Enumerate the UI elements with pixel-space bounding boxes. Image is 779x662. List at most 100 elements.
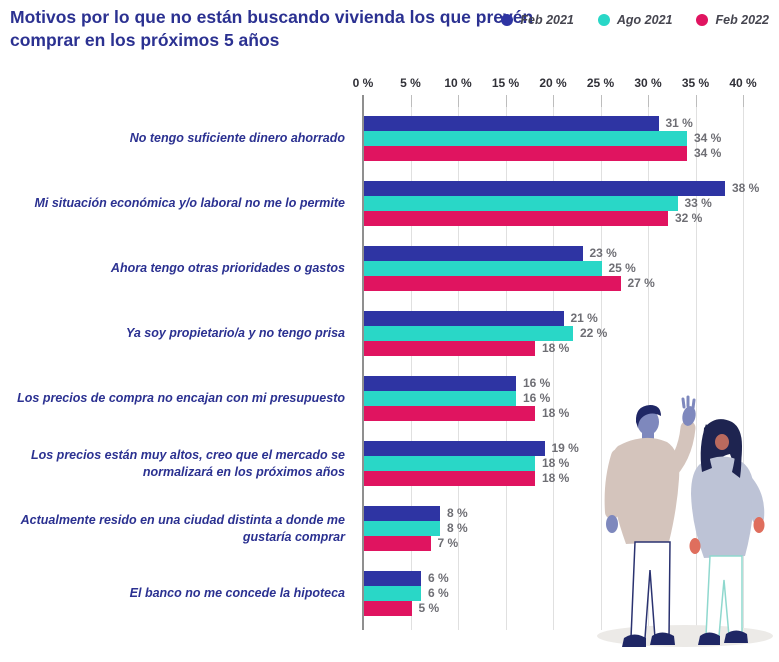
legend-item: Feb 2022 bbox=[696, 13, 769, 27]
legend-label: Feb 2022 bbox=[715, 13, 769, 27]
value-label: 16 % bbox=[523, 376, 551, 390]
category-label: Ya soy propietario/a y no tengo prisa bbox=[125, 326, 345, 341]
bar-feb-2022: 34 % bbox=[364, 146, 721, 161]
people-illustration bbox=[597, 395, 773, 647]
legend: Feb 2021 Ago 2021 Feb 2022 bbox=[501, 13, 769, 27]
gridline bbox=[695, 95, 697, 630]
bar-feb-2022: 18 % bbox=[364, 471, 569, 486]
bar-feb-2021: 19 % bbox=[364, 441, 579, 456]
legend-item: Ago 2021 bbox=[597, 13, 673, 27]
bar-feb-2021: 23 % bbox=[364, 246, 617, 261]
axis-tick-label: 10 % bbox=[444, 76, 472, 90]
axis-tick-label: 20 % bbox=[539, 76, 567, 90]
page-title: Motivos por lo que no están buscando viv… bbox=[10, 7, 534, 51]
bar-feb-2021: 16 % bbox=[364, 376, 550, 391]
legend-dot bbox=[501, 14, 514, 26]
man-shoe-left bbox=[622, 634, 646, 647]
bar-feb-2022: 32 % bbox=[364, 211, 702, 226]
axis-tick-label: 5 % bbox=[400, 76, 421, 90]
bar-ago-2021: 16 % bbox=[364, 391, 550, 406]
axis-tick-label: 30 % bbox=[634, 76, 662, 90]
axis-tick-label: 25 % bbox=[586, 76, 615, 90]
man-hand-down bbox=[606, 515, 618, 533]
value-label: 21 % bbox=[570, 311, 598, 325]
axis-tick bbox=[410, 95, 412, 107]
category-label: No tengo suficiente dinero ahorrado bbox=[129, 131, 345, 146]
category-label: Actualmente resido en una ciudad distint… bbox=[20, 513, 345, 544]
bar-feb-2021: 6 % bbox=[364, 571, 449, 586]
legend-dot bbox=[696, 14, 709, 26]
bar-feb-2022: 27 % bbox=[364, 276, 655, 291]
value-label: 23 % bbox=[589, 246, 617, 260]
value-label: 32 % bbox=[675, 211, 703, 225]
gridline bbox=[743, 95, 744, 630]
value-label: 19 % bbox=[551, 441, 579, 455]
woman-shoe-right bbox=[724, 630, 748, 643]
bar-ago-2021: 18 % bbox=[364, 456, 569, 471]
axis-tick bbox=[695, 95, 697, 107]
bar-feb-2022: 7 % bbox=[364, 536, 458, 551]
axis-tick bbox=[553, 95, 554, 107]
man-shoe-right bbox=[650, 632, 675, 645]
woman-face bbox=[715, 434, 729, 450]
axis-tick bbox=[600, 95, 602, 107]
axis-tick-label: 0 % bbox=[352, 76, 374, 90]
man-pants bbox=[630, 541, 671, 639]
woman-hand-left bbox=[689, 538, 701, 554]
woman-hand-right bbox=[753, 517, 765, 533]
category-label: Mi situación económica y/o laboral no me… bbox=[34, 196, 346, 211]
value-label: 6 % bbox=[428, 586, 449, 600]
bar-feb-2022: 5 % bbox=[364, 601, 439, 616]
category-label: Los precios están muy altos, creo que el… bbox=[30, 448, 345, 479]
bar-ago-2021: 6 % bbox=[364, 586, 449, 601]
axis-tick bbox=[648, 95, 649, 107]
woman-pants bbox=[705, 555, 743, 637]
legend-label: Ago 2021 bbox=[616, 13, 673, 27]
gridline bbox=[648, 95, 649, 630]
woman-figure bbox=[689, 419, 765, 645]
value-label: 22 % bbox=[580, 326, 608, 340]
man-hand-raised bbox=[681, 395, 696, 426]
bar-ago-2021: 25 % bbox=[364, 261, 636, 276]
category-label: El banco no me concede la hipoteca bbox=[129, 586, 345, 601]
man-figure bbox=[604, 395, 696, 647]
gridline bbox=[600, 95, 602, 630]
axis-tick bbox=[458, 95, 459, 107]
axis-tick-label: 15 % bbox=[491, 76, 520, 90]
bar-ago-2021: 33 % bbox=[364, 196, 712, 211]
bar-ago-2021: 8 % bbox=[364, 521, 468, 536]
category-label: Los precios de compra no encajan con mi … bbox=[17, 391, 345, 406]
value-label: 33 % bbox=[684, 196, 712, 210]
legend-dot bbox=[597, 14, 610, 26]
value-label: 34 % bbox=[694, 131, 722, 145]
gridline bbox=[505, 95, 507, 630]
bar-feb-2022: 18 % bbox=[364, 406, 569, 421]
bar-feb-2021: 38 % bbox=[364, 181, 759, 196]
woman-shoe-left bbox=[698, 632, 720, 645]
man-hair bbox=[635, 405, 661, 428]
value-label: 16 % bbox=[523, 391, 551, 405]
bar-feb-2022: 18 % bbox=[364, 341, 569, 356]
bar-feb-2021: 31 % bbox=[364, 116, 693, 131]
bar-ago-2021: 34 % bbox=[364, 131, 721, 146]
value-label: 18 % bbox=[542, 341, 570, 355]
legend-label: Feb 2021 bbox=[520, 13, 574, 27]
axis-tick-label: 35 % bbox=[681, 76, 710, 90]
value-label: 27 % bbox=[627, 276, 655, 290]
value-label: 38 % bbox=[732, 181, 760, 195]
axis-tick bbox=[743, 95, 744, 107]
woman-sweater bbox=[691, 456, 755, 558]
bar-ago-2021: 22 % bbox=[364, 326, 607, 341]
category-label: Ahora tengo otras prioridades o gastos bbox=[110, 261, 345, 276]
gridline bbox=[553, 95, 554, 630]
value-label: 6 % bbox=[428, 571, 449, 585]
value-label: 8 % bbox=[447, 521, 468, 535]
man-sweater bbox=[609, 437, 680, 544]
gridline bbox=[410, 95, 412, 630]
bar-feb-2021: 8 % bbox=[364, 506, 468, 521]
legend-item: Feb 2021 bbox=[501, 13, 574, 27]
axis-tick-label: 40 % bbox=[729, 76, 757, 90]
axis-zero-line bbox=[362, 95, 364, 630]
value-label: 34 % bbox=[694, 146, 722, 160]
